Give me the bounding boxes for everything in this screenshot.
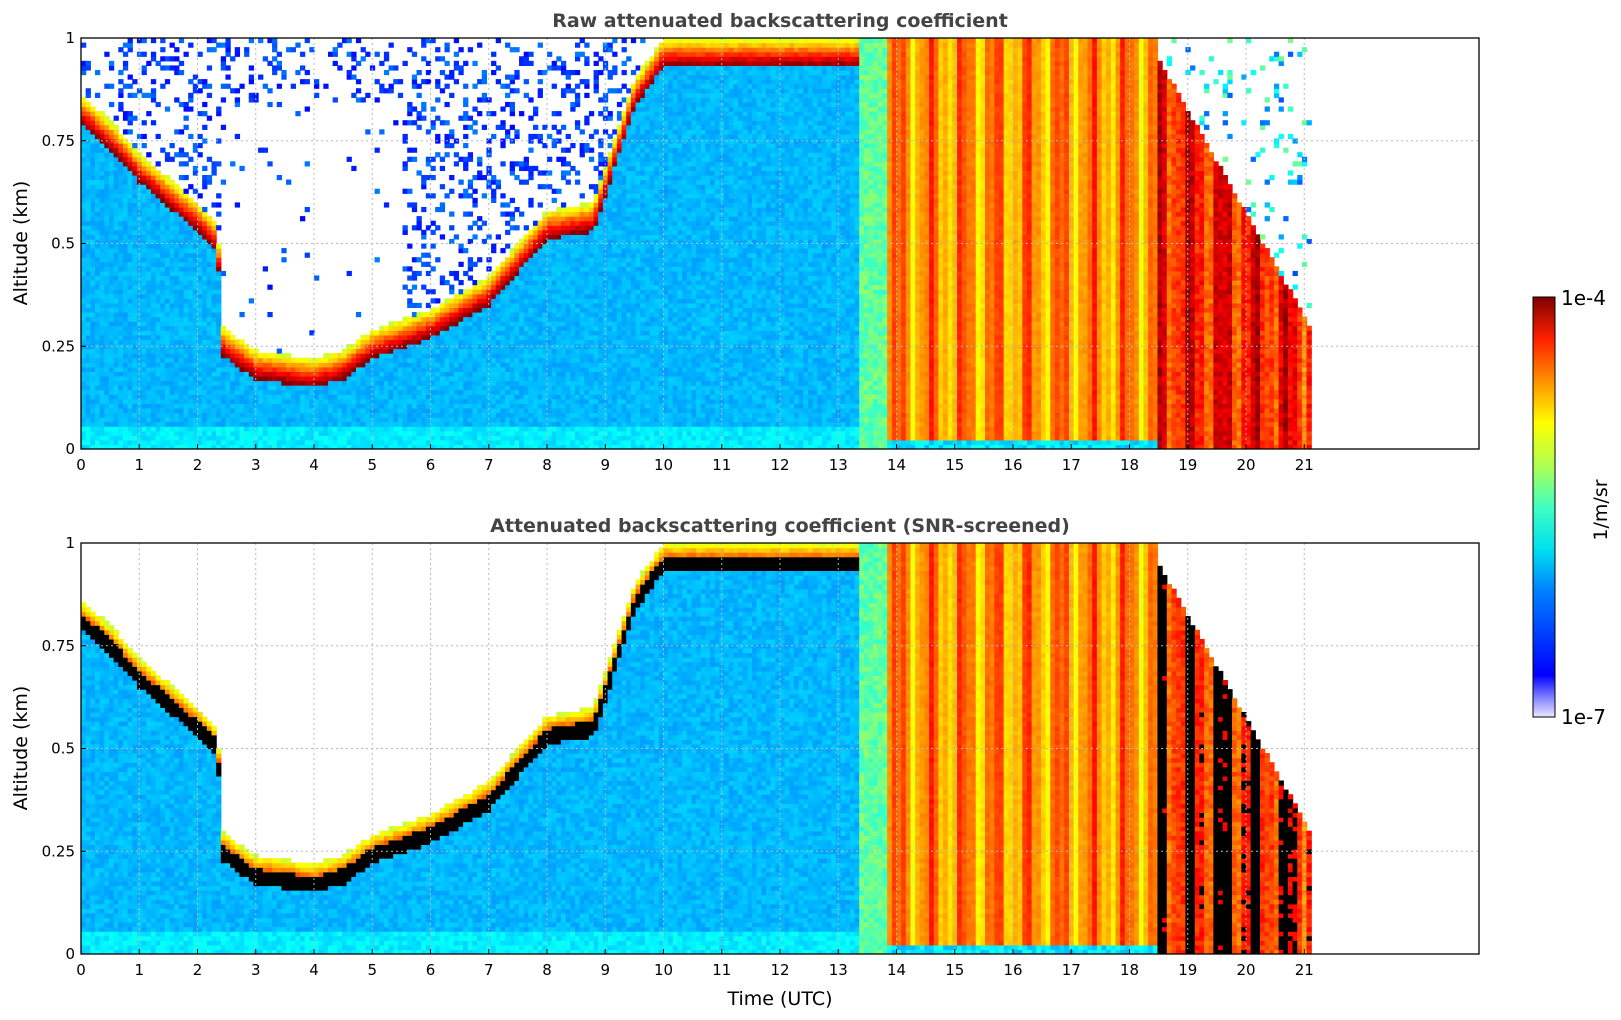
x-tick-label: 0 — [76, 961, 86, 979]
x-tick-label: 18 — [1120, 961, 1139, 979]
x-tick-label: 19 — [1178, 456, 1197, 474]
x-tick-label: 8 — [542, 961, 552, 979]
x-tick-label: 6 — [426, 456, 436, 474]
y-tick-label: 0.5 — [51, 235, 75, 253]
x-tick-label: 4 — [309, 961, 319, 979]
x-tick-label: 15 — [945, 961, 964, 979]
x-tick-label: 9 — [600, 456, 610, 474]
x-tick-label: 9 — [600, 961, 610, 979]
gridlines — [81, 38, 1479, 449]
x-tick-label: 5 — [367, 456, 377, 474]
x-tick-label: 2 — [193, 456, 203, 474]
colorbar-min-label: 1e-7 — [1561, 705, 1606, 729]
x-tick-label: 21 — [1295, 961, 1314, 979]
y-tick-label: 0.75 — [42, 132, 75, 150]
y-tick-label: 0.25 — [42, 842, 75, 860]
x-tick-label: 16 — [1003, 961, 1022, 979]
x-axis: 0 1 2 3 4 5 6 7 8 9 10 11 12 13 14 15 16 17 18 19 20 21 — [76, 949, 1314, 979]
x-tick-label: 12 — [770, 961, 789, 979]
colorbar-unit-label: 1/m/sr — [1590, 479, 1612, 540]
x-tick-label: 16 — [1003, 456, 1022, 474]
x-tick-label: 14 — [887, 456, 906, 474]
x-tick-label: 11 — [712, 961, 731, 979]
colorbar: 1e-4 1e-7 1/m/sr — [1532, 286, 1612, 729]
y-axis: 0 0.25 0.5 0.75 1 — [42, 534, 86, 963]
x-tick-label: 15 — [945, 456, 964, 474]
x-tick-label: 19 — [1178, 961, 1197, 979]
panel-title: Attenuated backscattering coefficient (S… — [490, 515, 1070, 537]
x-tick-label: 6 — [426, 961, 436, 979]
y-tick-label: 0.25 — [42, 337, 75, 355]
y-tick-label: 0 — [65, 945, 75, 963]
x-tick-label: 1 — [134, 456, 144, 474]
x-tick-label: 12 — [770, 456, 789, 474]
y-axis-label: Altitude (km) — [10, 181, 32, 306]
x-tick-label: 8 — [542, 456, 552, 474]
y-axis: 0 0.25 0.5 0.75 1 — [42, 29, 86, 458]
x-axis: 0 1 2 3 4 5 6 7 8 9 10 11 12 13 14 15 16 17 18 19 20 21 — [76, 444, 1314, 474]
panel-title: Raw attenuated backscattering coefficien… — [552, 10, 1008, 32]
y-tick-label: 0 — [65, 440, 75, 458]
x-tick-label: 21 — [1295, 456, 1314, 474]
x-tick-label: 11 — [712, 456, 731, 474]
x-tick-label: 17 — [1062, 456, 1081, 474]
x-tick-label: 2 — [193, 961, 203, 979]
x-tick-label: 0 — [76, 456, 86, 474]
x-tick-label: 4 — [309, 456, 319, 474]
x-tick-label: 20 — [1236, 456, 1255, 474]
snr-screened-backscatter-panel: Attenuated backscattering coefficient (S… — [10, 515, 1480, 1010]
colorbar-max-label: 1e-4 — [1561, 286, 1606, 310]
x-tick-label: 14 — [887, 961, 906, 979]
x-tick-label: 3 — [251, 456, 261, 474]
y-tick-label: 1 — [65, 29, 75, 47]
raw-backscatter-panel: Raw attenuated backscattering coefficien… — [10, 10, 1480, 474]
colorbar-gradient — [1532, 296, 1556, 718]
y-tick-label: 0.75 — [42, 637, 75, 655]
heatmap-area — [81, 543, 1312, 954]
x-tick-label: 7 — [484, 961, 494, 979]
x-tick-label: 13 — [829, 961, 848, 979]
y-axis-label: Altitude (km) — [10, 686, 32, 811]
x-tick-label: 3 — [251, 961, 261, 979]
x-tick-label: 10 — [654, 961, 673, 979]
y-tick-label: 1 — [65, 534, 75, 552]
heatmap-area — [81, 38, 1312, 449]
x-tick-label: 20 — [1236, 961, 1255, 979]
x-tick-label: 17 — [1062, 961, 1081, 979]
gridlines — [81, 543, 1479, 954]
x-tick-label: 13 — [829, 456, 848, 474]
x-axis-label: Time (UTC) — [726, 988, 832, 1010]
x-tick-label: 1 — [134, 961, 144, 979]
x-tick-label: 18 — [1120, 456, 1139, 474]
x-tick-label: 5 — [367, 961, 377, 979]
y-tick-label: 0.5 — [51, 740, 75, 758]
x-tick-label: 7 — [484, 456, 494, 474]
x-tick-label: 10 — [654, 456, 673, 474]
